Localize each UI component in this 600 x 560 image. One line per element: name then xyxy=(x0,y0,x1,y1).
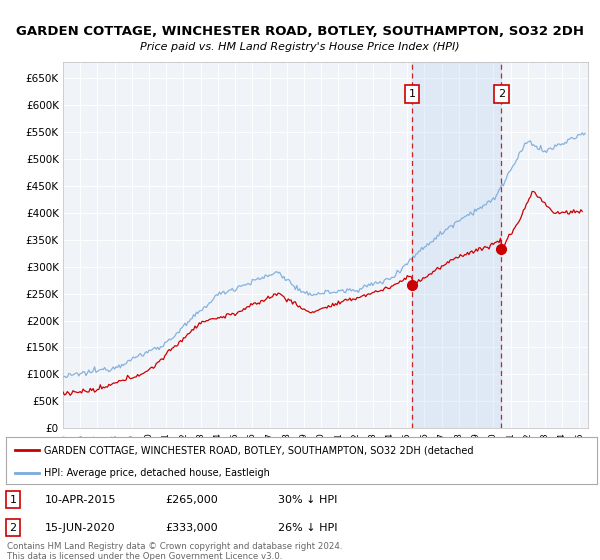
Text: £265,000: £265,000 xyxy=(166,495,218,505)
Text: 10-APR-2015: 10-APR-2015 xyxy=(44,495,116,505)
Text: 30% ↓ HPI: 30% ↓ HPI xyxy=(278,495,337,505)
Text: GARDEN COTTAGE, WINCHESTER ROAD, BOTLEY, SOUTHAMPTON, SO32 2DH: GARDEN COTTAGE, WINCHESTER ROAD, BOTLEY,… xyxy=(16,25,584,38)
Text: HPI: Average price, detached house, Eastleigh: HPI: Average price, detached house, East… xyxy=(44,468,270,478)
Text: Price paid vs. HM Land Registry's House Price Index (HPI): Price paid vs. HM Land Registry's House … xyxy=(140,42,460,52)
Text: £333,000: £333,000 xyxy=(166,522,218,533)
Text: 15-JUN-2020: 15-JUN-2020 xyxy=(44,522,115,533)
Text: 2: 2 xyxy=(10,522,17,533)
Text: GARDEN COTTAGE, WINCHESTER ROAD, BOTLEY, SOUTHAMPTON, SO32 2DH (detached: GARDEN COTTAGE, WINCHESTER ROAD, BOTLEY,… xyxy=(44,445,474,455)
Text: 1: 1 xyxy=(409,89,415,99)
Bar xyxy=(412,62,501,428)
Text: 1: 1 xyxy=(10,495,17,505)
Text: 26% ↓ HPI: 26% ↓ HPI xyxy=(278,522,337,533)
Text: Contains HM Land Registry data © Crown copyright and database right 2024.
This d: Contains HM Land Registry data © Crown c… xyxy=(7,542,343,560)
Text: 2: 2 xyxy=(497,89,505,99)
